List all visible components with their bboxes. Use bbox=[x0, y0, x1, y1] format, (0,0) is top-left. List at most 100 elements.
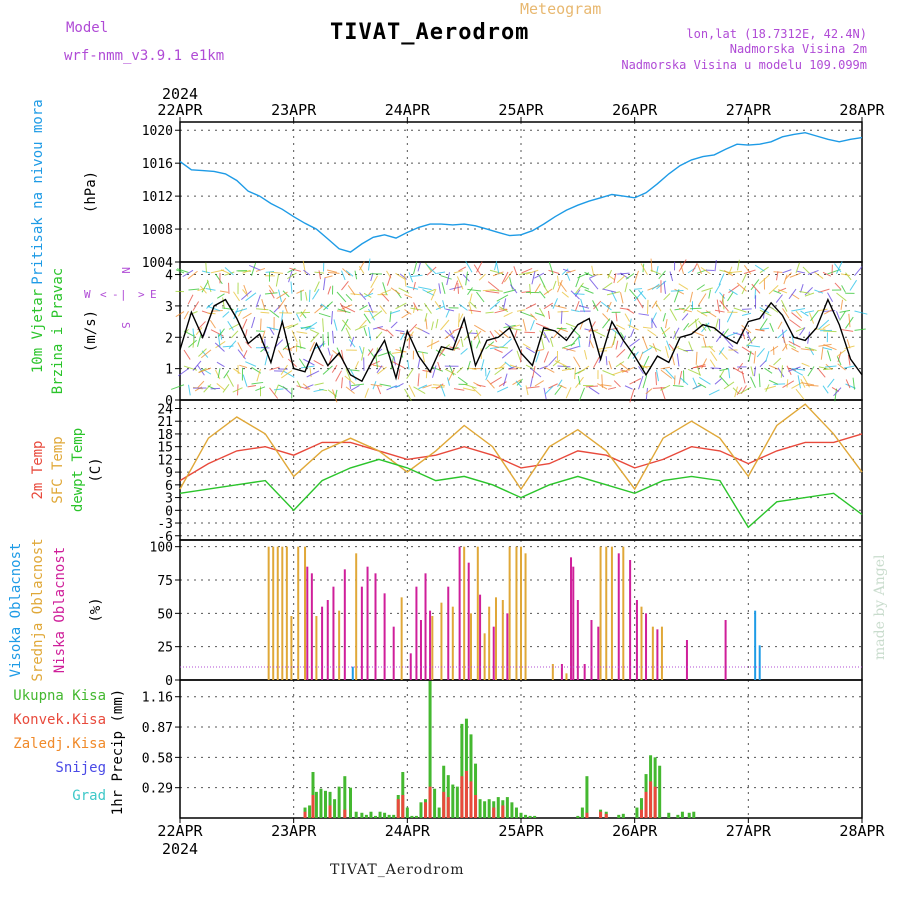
wind-arrow bbox=[801, 362, 810, 367]
wind-arrow bbox=[558, 384, 567, 389]
wind-arrow bbox=[575, 282, 584, 294]
wind-arrow bbox=[751, 283, 761, 294]
bar bbox=[474, 763, 478, 818]
wind-arrow bbox=[823, 344, 837, 351]
wind-arrow bbox=[361, 347, 365, 361]
wind-arrow bbox=[453, 388, 465, 391]
wind-arrow bbox=[733, 307, 747, 313]
y-tick-label: 3 bbox=[165, 300, 173, 315]
wind-arrow bbox=[574, 289, 581, 297]
wind-arrow bbox=[845, 379, 851, 389]
wind-arrow bbox=[544, 385, 554, 395]
wind-arrow bbox=[482, 289, 495, 292]
bar bbox=[653, 786, 657, 818]
wind-arrow bbox=[652, 387, 666, 389]
wind-arrow bbox=[216, 293, 225, 299]
sfc-temp-axis-label: SFC Temp bbox=[50, 436, 66, 503]
wind-arrow bbox=[529, 283, 531, 295]
wind-arrow bbox=[788, 344, 797, 349]
wind-arrow bbox=[188, 384, 191, 396]
wind-arrow bbox=[380, 289, 392, 295]
wind-arrow bbox=[593, 273, 603, 276]
wind-arrow bbox=[785, 272, 792, 280]
wind-arrow bbox=[748, 350, 752, 362]
wind-arrow bbox=[804, 292, 815, 297]
wind-arrow bbox=[192, 301, 200, 311]
bar bbox=[343, 569, 346, 680]
wind-arrow bbox=[669, 271, 674, 282]
wind-arrow bbox=[458, 313, 464, 323]
wind-arrow bbox=[525, 385, 529, 396]
wind-arrow bbox=[368, 327, 372, 341]
compass-center: | bbox=[120, 288, 127, 301]
wind-arrow bbox=[431, 366, 444, 372]
wind-arrow bbox=[337, 308, 351, 314]
wind-arrow bbox=[788, 288, 797, 300]
wind-arrow bbox=[783, 274, 788, 285]
wind-arrow bbox=[708, 289, 711, 299]
bar bbox=[392, 626, 395, 680]
bar bbox=[332, 586, 335, 680]
bar bbox=[387, 814, 391, 818]
wind-arrow bbox=[363, 292, 374, 298]
y-tick-label: 12 bbox=[157, 453, 173, 468]
wind-arrow bbox=[400, 332, 405, 341]
wind-arrow bbox=[570, 327, 581, 337]
wind-arrow bbox=[701, 287, 713, 292]
wind-arrow bbox=[474, 324, 486, 333]
bar bbox=[355, 553, 358, 680]
wind-arrow bbox=[613, 380, 621, 388]
time-tick-label-top: 22APR bbox=[157, 101, 203, 119]
wind-arrow bbox=[247, 385, 257, 388]
wind-arrow bbox=[335, 370, 342, 382]
wind-arrow bbox=[834, 263, 842, 273]
time-tick-label-bottom: 26APR bbox=[612, 822, 658, 840]
wind-arrow bbox=[192, 334, 195, 348]
wind-arrow bbox=[422, 384, 432, 389]
bar bbox=[476, 546, 479, 680]
wind-arrow bbox=[413, 386, 426, 394]
wind-arrow bbox=[341, 318, 349, 332]
wind-arrow bbox=[521, 267, 533, 274]
wind-arrow bbox=[805, 384, 819, 387]
wind-arrow bbox=[786, 379, 789, 388]
wind-arrow bbox=[260, 345, 269, 353]
wind-arrow bbox=[269, 387, 279, 399]
bar bbox=[629, 560, 632, 680]
wind-arrow bbox=[718, 347, 725, 355]
wind-arrow bbox=[574, 367, 576, 380]
wind-arrow bbox=[177, 368, 189, 377]
wind-arrow bbox=[261, 299, 266, 311]
wind-arrow bbox=[645, 387, 648, 400]
wind-arrow bbox=[468, 309, 482, 313]
wind-arrow bbox=[746, 344, 761, 348]
wind-arrow bbox=[845, 272, 852, 281]
wind-arrow bbox=[345, 386, 355, 394]
wind-arrow bbox=[468, 302, 473, 315]
wind-arrow bbox=[188, 288, 200, 291]
bar bbox=[496, 797, 500, 818]
wind-arrow bbox=[327, 331, 330, 346]
bar bbox=[304, 546, 307, 680]
series-line bbox=[179, 403, 863, 491]
wind-arrow bbox=[287, 272, 297, 280]
wind-arrow bbox=[741, 312, 752, 316]
wind-arrow bbox=[600, 301, 612, 311]
wind-arrow bbox=[847, 354, 851, 366]
wind-arrow bbox=[840, 299, 844, 310]
model-elevation: Nadmorska Visina u modelu 109.099m bbox=[621, 58, 867, 72]
wind-arrow bbox=[323, 301, 333, 311]
wind-arrow bbox=[626, 308, 635, 314]
wind-arrow bbox=[255, 386, 266, 392]
wind-arrow bbox=[183, 365, 198, 371]
compass-dash: - bbox=[112, 288, 119, 301]
wind-arrow bbox=[736, 387, 743, 396]
wind-arrow bbox=[616, 348, 626, 358]
y-tick-label: 1020 bbox=[142, 124, 173, 139]
wind-arrow bbox=[592, 300, 599, 312]
wind-arrow bbox=[242, 374, 248, 387]
wind-arrow bbox=[539, 307, 546, 318]
bar bbox=[424, 573, 427, 680]
bar bbox=[572, 566, 575, 680]
y-tick-label: 0.87 bbox=[142, 721, 173, 736]
